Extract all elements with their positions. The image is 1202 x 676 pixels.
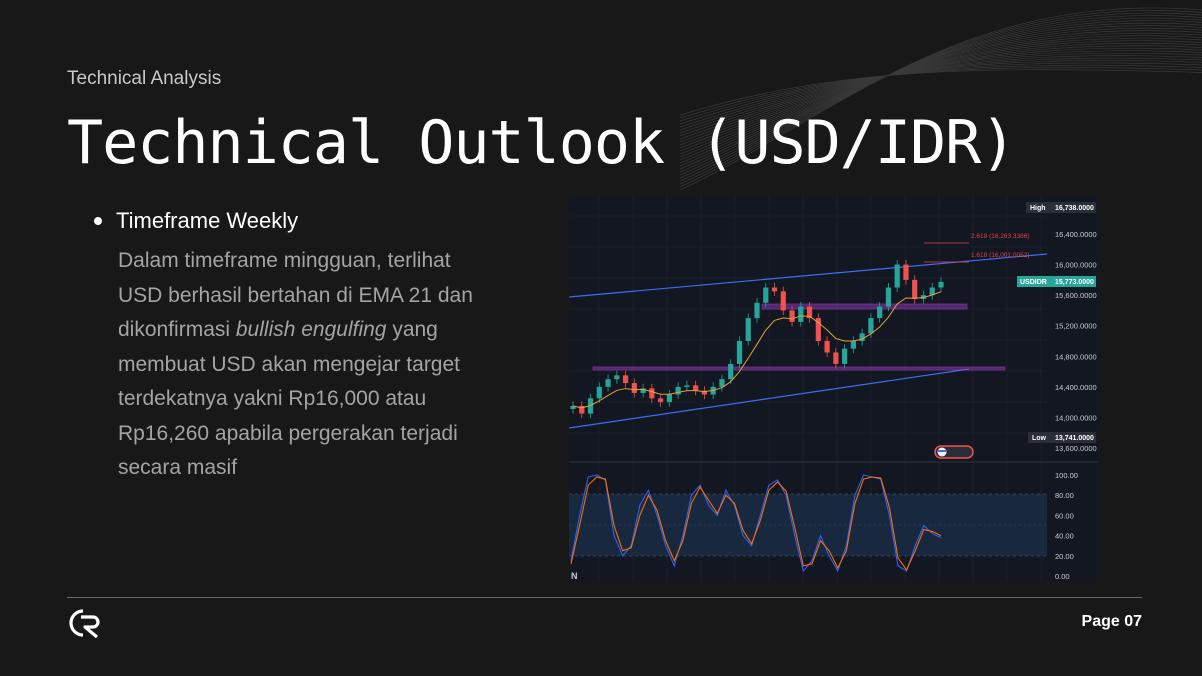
paragraph-text-2: yang membuat USD akan mengejar target te… [118, 318, 460, 479]
high-tag-label: High [1030, 205, 1046, 212]
ema-21-line [572, 291, 942, 409]
analysis-paragraph: Dalam timeframe mingguan, terlihat USD b… [118, 244, 498, 486]
bullet-heading: Timeframe Weekly [94, 208, 298, 234]
candle-body [798, 306, 804, 322]
candle-body [903, 264, 909, 280]
paragraph-text-1: Dalam timeframe mingguan, terlihat USD b… [118, 249, 473, 341]
oscillator-axis-label: 0.00 [1055, 572, 1070, 581]
candle-body [622, 375, 629, 384]
candle-body [815, 318, 821, 341]
candle-body [938, 281, 944, 288]
high-tag [1026, 202, 1096, 213]
candle-body [850, 341, 856, 349]
usdidr-chart-image: 2.618 (16,263.3386) 1.618 (16,001.0052) … [569, 196, 1098, 582]
candle-body [728, 363, 734, 380]
oscillator-footer-label: N [571, 571, 578, 581]
oscillator-axis-label: 100.00 [1055, 471, 1078, 480]
symbol-tag-label: USDIDR [1020, 279, 1047, 286]
candle-body [894, 264, 900, 288]
candle-body [877, 306, 883, 319]
support-zone [592, 366, 1006, 371]
candle-body [806, 306, 813, 319]
candle-body [596, 386, 602, 399]
candle-body [675, 386, 681, 395]
candle-body [929, 287, 935, 296]
candle-body [719, 379, 725, 387]
oscillator-d-line [570, 476, 942, 572]
candle-body [693, 385, 699, 391]
oscillator-axis-label: 20.00 [1055, 552, 1074, 561]
event-flag-stripe [938, 450, 946, 452]
resistance-zone [761, 303, 968, 310]
candle-body [614, 375, 620, 380]
candle-body [824, 341, 830, 353]
candle-body [658, 398, 664, 403]
candle-body [736, 341, 743, 364]
candle-body [570, 405, 576, 410]
footer-divider [67, 597, 1142, 598]
candle-body [745, 318, 751, 341]
last-price-value: 15,773.0000 [1055, 279, 1094, 286]
oscillator-axis-label: 40.00 [1055, 532, 1074, 541]
price-axis-label: 16,000.0000 [1055, 261, 1097, 270]
candle-body [605, 379, 611, 387]
candle-body [684, 385, 690, 387]
candle-body [771, 287, 778, 292]
price-axis-label: 14,800.0000 [1055, 352, 1097, 361]
price-axis-label: 14,000.0000 [1055, 413, 1097, 422]
oscillator-axis-label: 60.00 [1055, 511, 1074, 520]
candle-body [789, 310, 795, 322]
candle-body [640, 388, 646, 393]
page-number: Page 07 [1081, 613, 1142, 630]
candle-body [631, 383, 637, 393]
fib-2618-label: 2.618 (16,263.3386) [971, 233, 1030, 240]
candle-body [885, 287, 892, 307]
candle-body [833, 352, 839, 364]
high-tag-value: 16,738.0000 [1055, 205, 1094, 212]
candle-body [579, 405, 585, 414]
chart-svg: 2.618 (16,263.3386) 1.618 (16,001.0052) … [569, 196, 1098, 582]
bullet-title: Timeframe Weekly [116, 208, 299, 233]
oscillator-band [569, 494, 1047, 556]
candle-body [701, 390, 708, 395]
fib-1618-label: 1.618 (16,001.0052) [971, 252, 1030, 259]
channel-upper-line [569, 253, 1048, 298]
low-tag-value: 13,741.0000 [1055, 435, 1094, 442]
low-tag [1028, 432, 1096, 443]
candle-body [763, 287, 769, 303]
channel-lower-line [569, 368, 970, 429]
paragraph-italic: bullish engulfing [235, 318, 387, 341]
page-title: Technical Outlook (USD/IDR) [67, 108, 1016, 178]
oscillator-axis-label: 80.00 [1055, 491, 1074, 500]
candle-body [842, 348, 848, 364]
price-axis-label: 15,600.0000 [1055, 291, 1097, 300]
candle-body [780, 291, 786, 311]
company-logo-icon [69, 609, 100, 639]
price-axis-label: 14,400.0000 [1055, 383, 1097, 392]
price-axis-label: 13,600.0000 [1055, 444, 1097, 453]
candle-body [754, 302, 760, 319]
price-axis-label: 15,200.0000 [1055, 322, 1097, 331]
candle-body [912, 279, 918, 299]
price-axis-label: 16,400.0000 [1055, 230, 1097, 239]
candle-body [666, 394, 672, 403]
last-price-tag [1017, 276, 1096, 287]
candle-body [649, 388, 655, 399]
bullet-dot-icon [94, 217, 102, 225]
decorative-wave-lines [680, 7, 1202, 191]
section-label: Technical Analysis [67, 68, 222, 89]
low-tag-label: Low [1032, 435, 1047, 442]
candle-body [859, 333, 865, 341]
candle-body [868, 318, 874, 334]
